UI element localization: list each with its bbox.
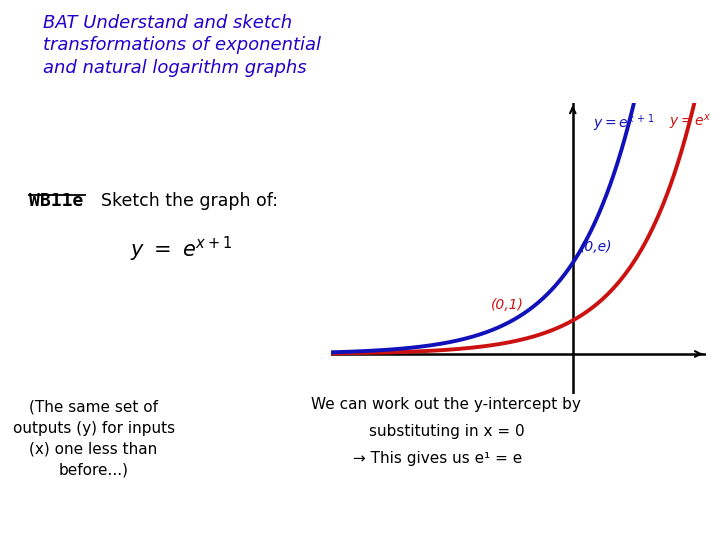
Text: substituting in x = 0: substituting in x = 0 [369,424,524,439]
Text: Sketch the graph of:: Sketch the graph of: [90,192,278,210]
Text: (0,1): (0,1) [491,298,524,312]
Text: → This gives us e¹ = e: → This gives us e¹ = e [353,451,522,466]
Text: WB11e: WB11e [29,192,84,210]
Text: $y\ =\ e^{x+1}$: $y\ =\ e^{x+1}$ [130,235,232,264]
Text: We can work out the y-intercept by: We can work out the y-intercept by [312,397,581,412]
Text: (0,e): (0,e) [580,240,613,254]
Text: BAT Understand and sketch
transformations of exponential
and natural logarithm g: BAT Understand and sketch transformation… [43,14,321,77]
Text: $y = e^x$: $y = e^x$ [669,113,712,132]
Text: (The same set of
outputs (y) for inputs
(x) one less than
before...): (The same set of outputs (y) for inputs … [12,400,175,477]
Text: $y = e^{x\,+1}$: $y = e^{x\,+1}$ [593,113,654,134]
